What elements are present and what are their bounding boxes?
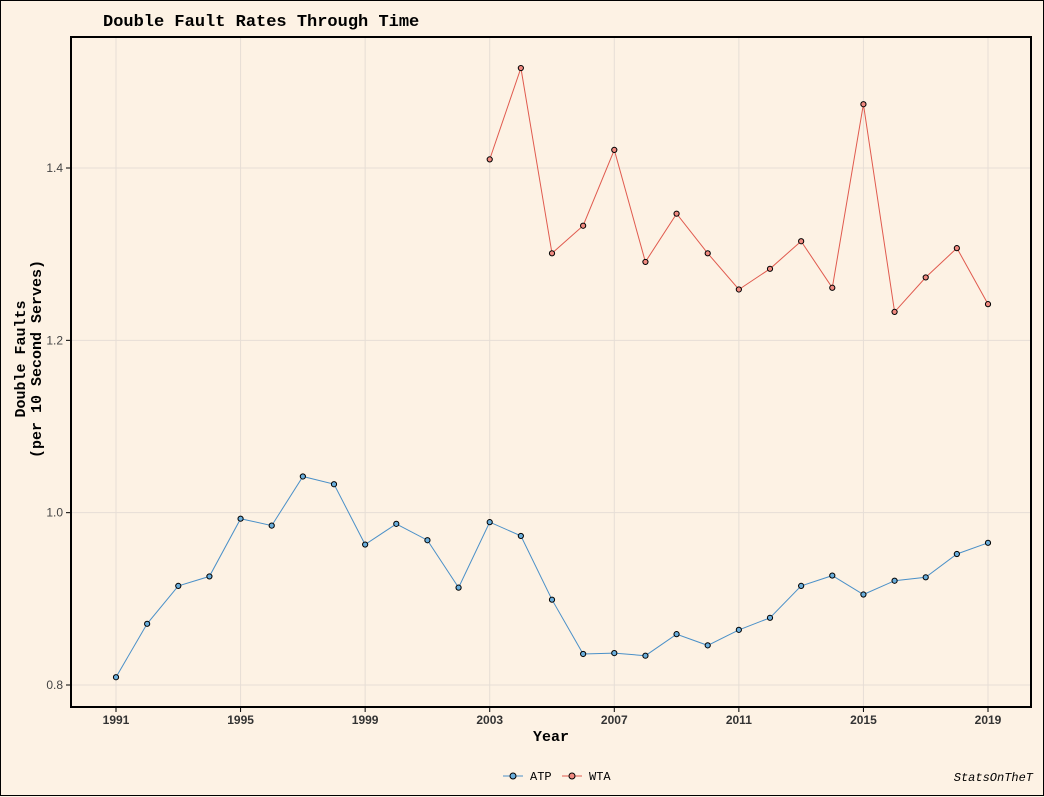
y-axis-title-line-1: Double Faults (13, 300, 30, 417)
atp-point (860, 591, 867, 598)
wta-point (829, 284, 836, 291)
wta-point (798, 238, 805, 245)
atp-point (766, 614, 774, 621)
legend-wta-label: WTA (589, 770, 611, 784)
atp-point (237, 515, 244, 522)
legend-atp-label: ATP (530, 770, 552, 784)
y-axis: 0.8 1.0 1.2 1.4 (46, 161, 71, 692)
wta-point (766, 265, 774, 272)
atp-point (330, 481, 338, 488)
wta-point (891, 308, 898, 315)
wta-point (860, 101, 867, 108)
wta-point (486, 156, 493, 163)
y-tick-label: 1.0 (46, 506, 63, 520)
atp-point (424, 537, 431, 544)
y-tick-label: 1.4 (46, 161, 63, 175)
x-tick-label: 1991 (103, 713, 130, 727)
wta-point (580, 222, 587, 229)
atp-point (144, 620, 151, 627)
wta-point (642, 258, 649, 266)
wta-point (517, 64, 524, 72)
x-tick-label: 2003 (476, 713, 503, 727)
atp-point (984, 539, 992, 546)
atp-point (580, 650, 587, 658)
wta-point (735, 286, 742, 293)
series-group (112, 64, 992, 681)
atp-point (798, 582, 805, 590)
legend-atp-marker (509, 772, 517, 780)
atp-point (829, 572, 836, 579)
x-axis: 1991 1995 1999 2003 2007 2011 2015 2019 (103, 707, 1002, 727)
atp-point (362, 541, 369, 548)
x-axis-title: Year (533, 729, 569, 746)
atp-point (455, 584, 462, 591)
x-tick-label: 1995 (227, 713, 254, 727)
y-axis-title-line-2: (per 10 Second Serves) (29, 260, 46, 458)
atp-point (735, 626, 742, 633)
wta-point (984, 301, 992, 308)
x-tick-label: 2015 (850, 713, 877, 727)
atp-point (704, 642, 711, 649)
y-tick-label: 1.2 (46, 333, 63, 347)
atp-point (299, 473, 306, 480)
atp-point (611, 650, 618, 657)
y-tick-label: 0.8 (46, 678, 63, 692)
source-credit: StatsOnTheT (954, 771, 1034, 785)
plot-panel (70, 36, 1032, 708)
atp-point (891, 577, 898, 584)
legend: ATP WTA (503, 770, 611, 784)
atp-point (393, 520, 400, 527)
atp-point (206, 573, 213, 580)
x-tick-label: 1999 (352, 713, 379, 727)
atp-point (517, 532, 524, 540)
atp-point (486, 519, 493, 526)
x-tick-label: 2011 (726, 713, 752, 727)
wta-point (611, 146, 618, 154)
wta-point (922, 274, 929, 281)
legend-wta-marker (568, 772, 576, 780)
chart-title: Double Fault Rates Through Time (103, 13, 419, 32)
atp-point (642, 652, 649, 659)
wta-point (673, 210, 680, 217)
x-tick-label: 2019 (975, 713, 1002, 727)
atp-point (175, 582, 182, 590)
grid (71, 37, 1031, 707)
atp-point (953, 550, 960, 558)
x-tick-label: 2007 (601, 713, 628, 727)
atp-point (548, 596, 556, 603)
atp-point (112, 674, 120, 681)
atp-point (922, 574, 929, 581)
wta-point (548, 250, 556, 257)
wta-point (704, 250, 711, 257)
wta-point (953, 245, 960, 252)
atp-point (673, 631, 680, 638)
atp-point (268, 522, 275, 529)
atp-series-line (115, 475, 989, 678)
y-axis-title: Double Faults (per 10 Second Serves) (13, 260, 46, 458)
